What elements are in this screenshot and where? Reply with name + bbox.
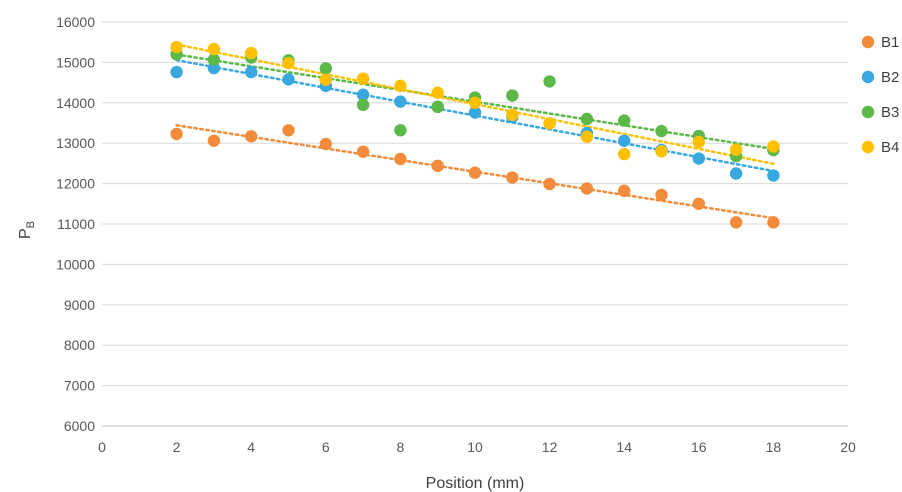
y-tick-label: 6000 [64, 418, 95, 434]
y-tick-label: 9000 [64, 297, 95, 313]
y-tick-label: 7000 [64, 378, 95, 394]
point-b4 [319, 73, 332, 86]
point-b3 [618, 114, 631, 127]
point-b3 [319, 62, 332, 75]
point-b2 [618, 134, 631, 147]
point-b4 [431, 86, 444, 99]
point-b1 [692, 197, 705, 210]
point-b1 [431, 159, 444, 173]
point-b1 [245, 130, 258, 143]
x-tick-label: 16 [691, 439, 707, 455]
point-b2 [767, 169, 780, 182]
legend-label: B4 [881, 139, 899, 156]
point-b4 [692, 135, 705, 149]
point-b4 [468, 96, 482, 110]
point-b4 [170, 40, 183, 54]
point-b4 [655, 145, 668, 158]
legend-item-b4: B4 [861, 139, 899, 156]
legend-item-b3: B3 [861, 104, 899, 121]
point-b4 [394, 79, 407, 93]
point-b3 [207, 53, 221, 66]
legend: B1 B2 B3 B4 [861, 34, 899, 156]
point-b4 [580, 130, 594, 143]
point-b3 [655, 124, 668, 138]
point-b3 [431, 100, 444, 114]
y-tick-label: 12000 [56, 176, 95, 192]
point-b1 [356, 145, 370, 158]
y-axis-title-subscript: B [25, 221, 37, 228]
point-b1 [282, 124, 295, 137]
legend-marker [861, 35, 875, 49]
legend-marker [861, 140, 875, 154]
point-b2 [282, 73, 295, 86]
y-axis-title: PB [17, 221, 37, 239]
legend-marker [861, 70, 875, 84]
y-tick-label: 10000 [56, 256, 95, 272]
point-b1 [319, 137, 332, 151]
y-tick-label: 16000 [56, 14, 95, 30]
legend-item-b1: B1 [861, 34, 899, 51]
point-b1 [618, 184, 631, 198]
point-b2 [468, 106, 482, 119]
x-tick-label: 8 [397, 439, 405, 455]
point-b2 [207, 61, 221, 75]
trendlines [175, 43, 775, 220]
point-b2 [356, 88, 370, 101]
legend-label: B2 [881, 69, 899, 86]
point-b1 [729, 216, 743, 229]
point-b2 [245, 65, 258, 79]
legend-marker [861, 105, 875, 119]
axes: 6000 7000 8000 9000 10000 11000 12000 13000 1400… [56, 14, 856, 455]
point-b1 [170, 127, 183, 141]
point-b3 [394, 124, 407, 137]
trendline-b4 [175, 43, 775, 166]
point-b4 [543, 117, 556, 130]
point-b4 [282, 57, 295, 70]
point-b1 [580, 182, 594, 195]
y-tick-label: 11000 [57, 216, 95, 232]
point-b2 [170, 65, 183, 79]
y-tick-label: 14000 [56, 95, 95, 111]
legend-item-b2: B2 [861, 69, 899, 86]
point-b4 [245, 46, 258, 60]
x-tick-label: 0 [98, 439, 106, 455]
data-points [170, 40, 780, 229]
point-b3 [506, 89, 519, 102]
point-b3 [356, 98, 370, 112]
x-tick-label: 6 [322, 439, 330, 455]
x-tick-label: 18 [766, 439, 782, 455]
point-b2 [729, 167, 743, 180]
point-b1 [543, 177, 556, 191]
y-tick-label: 13000 [56, 135, 95, 151]
point-b4 [207, 42, 221, 56]
legend-label: B3 [881, 104, 899, 121]
x-tick-label: 20 [840, 439, 856, 455]
x-tick-label: 12 [542, 439, 558, 455]
point-b4 [767, 140, 780, 153]
point-b4 [729, 143, 743, 156]
point-b2 [394, 95, 407, 108]
y-tick-label: 15000 [56, 54, 95, 70]
point-b1 [655, 188, 668, 202]
x-tick-label: 2 [173, 439, 181, 455]
point-b4 [506, 108, 519, 122]
point-b1 [767, 216, 780, 229]
point-b3 [543, 75, 556, 88]
point-b1 [394, 152, 407, 166]
x-tick-label: 14 [616, 439, 632, 455]
x-tick-label: 10 [467, 439, 483, 455]
y-tick-label: 8000 [64, 337, 95, 353]
point-b1 [506, 171, 519, 184]
point-b2 [692, 152, 705, 165]
point-b4 [356, 72, 370, 85]
point-b4 [618, 147, 631, 161]
y-axis-title-main: P [17, 228, 34, 239]
point-b1 [207, 134, 221, 147]
point-b1 [468, 166, 482, 179]
x-axis-title: Position (mm) [426, 475, 525, 492]
point-b3 [580, 112, 594, 126]
x-tick-label: 4 [247, 439, 255, 455]
legend-label: B1 [881, 34, 899, 51]
